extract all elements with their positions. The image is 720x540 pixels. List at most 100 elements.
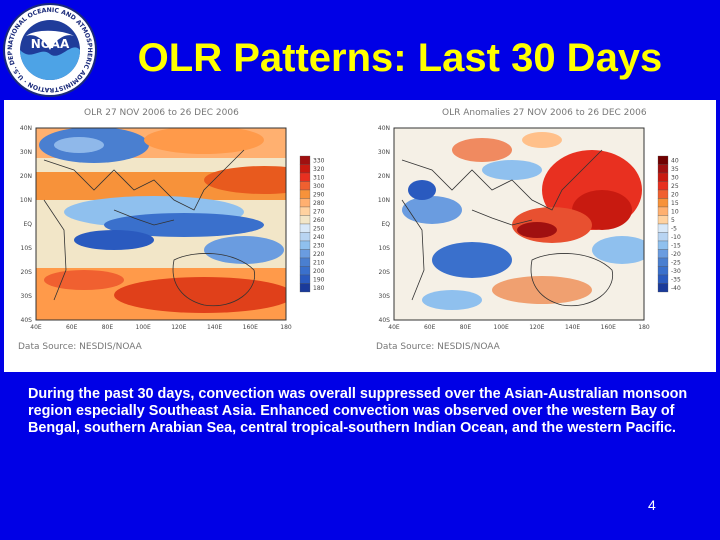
longitude-label: 160E: [601, 324, 616, 331]
colorbar-swatch: [657, 266, 669, 276]
summary-text: During the past 30 days, convection was …: [28, 386, 688, 436]
map-header: OLR Anomalies 27 NOV 2006 to 26 DEC 2006: [442, 108, 647, 118]
colorbar-label: 270: [313, 208, 325, 215]
colorbar-label: 20: [671, 191, 679, 198]
coastline: [43, 149, 256, 307]
slide-title: OLR Patterns: Last 30 Days: [137, 36, 663, 80]
latitude-label: EQ: [23, 221, 32, 228]
noaa-logo: NATIONAL OCEANIC AND ATMOSPHERIC ADMINIS…: [0, 0, 98, 98]
latitude-label: 30S: [379, 293, 391, 300]
latitude-label: 10S: [379, 245, 391, 252]
colorbar-label: 180: [313, 285, 325, 292]
colorbar-label: -40: [671, 285, 681, 292]
colorbar-swatch: [299, 232, 311, 242]
colorbar-label: -5: [671, 225, 677, 232]
colorbar-label: 5: [671, 217, 675, 224]
colorbar-swatch: [299, 274, 311, 284]
colorbar-label: 240: [313, 234, 325, 241]
colorbar-swatch: [657, 240, 669, 250]
longitude-label: 100E: [494, 324, 509, 331]
colorbar-swatch: [657, 206, 669, 216]
latitude-label: 30N: [20, 149, 32, 156]
colorbar-label: 190: [313, 276, 325, 283]
olr-total-map-figure: 40N 30N 20N 10N EQ 10S 20S 30S 40S 40E 60E 80E 100E…: [20, 125, 325, 331]
latitude-label: EQ: [381, 221, 390, 228]
colorbar-label: 260: [313, 217, 325, 224]
colorbar-label: -15: [671, 242, 681, 249]
longitude-label: 80E: [102, 324, 114, 331]
olr-total-map: OLR 27 NOV 2006 to 26 DEC 2006: [4, 100, 356, 372]
latitude-label: 20N: [20, 173, 32, 180]
colorbar-swatch: [657, 283, 669, 293]
olr-total-shading: [36, 128, 286, 320]
longitude-label: 60E: [424, 324, 436, 331]
colorbar-swatch: [299, 240, 311, 250]
colorbar-label: -35: [671, 276, 681, 283]
colorbar-swatch: [299, 266, 311, 276]
olr-anomaly-shading: [402, 132, 644, 310]
colorbar-swatch: [299, 283, 311, 293]
colorbar-swatch: [657, 257, 669, 267]
longitude-label: 40E: [30, 324, 42, 331]
colorbar-swatch: [657, 249, 669, 259]
colorbar-swatch: [657, 223, 669, 233]
latitude-label: 40S: [21, 317, 33, 324]
colorbar-swatch: [299, 257, 311, 267]
latitude-label: 30N: [378, 149, 390, 156]
latitude-label: 20N: [378, 173, 390, 180]
colorbar-swatch: [657, 181, 669, 191]
coastline: [401, 149, 614, 307]
colorbar-label: 320: [313, 166, 325, 173]
colorbar-swatch: [299, 206, 311, 216]
colorbar-swatch: [299, 223, 311, 233]
longitude-label: 140E: [207, 324, 222, 331]
colorbar-swatch: [657, 215, 669, 225]
colorbar-swatch: [657, 172, 669, 182]
colorbar-swatch: [299, 155, 311, 165]
colorbar-swatch: [299, 181, 311, 191]
colorbar-label: 230: [313, 242, 325, 249]
colorbar-swatch: [299, 215, 311, 225]
colorbar-label: 330: [313, 157, 325, 164]
latitude-label: 10S: [21, 245, 33, 252]
longitude-label: 140E: [565, 324, 580, 331]
svg-text:NOAA: NOAA: [31, 37, 70, 51]
colorbar-label: 310: [313, 174, 325, 181]
colorbar-label: -10: [671, 234, 681, 241]
longitude-label: 180: [638, 324, 650, 331]
colorbar-label: 25: [671, 183, 679, 190]
longitude-label: 120E: [529, 324, 544, 331]
colorbar-swatch: [657, 155, 669, 165]
data-source-label: Data Source: NESDIS/NOAA: [376, 342, 500, 352]
longitude-label: 40E: [388, 324, 400, 331]
colorbar-label: -25: [671, 259, 681, 266]
colorbar-label: 210: [313, 259, 325, 266]
colorbar-swatch: [657, 189, 669, 199]
latitude-label: 10N: [378, 197, 390, 204]
colorbar-label: 250: [313, 225, 325, 232]
colorbar-label: 30: [671, 174, 679, 181]
colorbar-label: -30: [671, 268, 681, 275]
olr-anomaly-map-figure: 40N 30N 20N 10N EQ 10S 20S 30S 40S 40E 60E 80E 100E…: [378, 125, 681, 331]
longitude-label: 160E: [243, 324, 258, 331]
latitude-label: 40N: [20, 125, 32, 132]
colorbar-swatch: [299, 189, 311, 199]
colorbar-label: 280: [313, 200, 325, 207]
colorbar-label: 300: [313, 183, 325, 190]
colorbar-swatch: [657, 164, 669, 174]
longitude-label: 60E: [66, 324, 78, 331]
olr-anomaly-map: OLR Anomalies 27 NOV 2006 to 26 DEC 2006: [362, 100, 714, 372]
colorbar-swatch: [299, 164, 311, 174]
colorbar-swatch: [299, 172, 311, 182]
colorbar-label: 200: [313, 268, 325, 275]
colorbar-swatch: [657, 274, 669, 284]
latitude-label: 40S: [379, 317, 391, 324]
longitude-label: 180: [280, 324, 292, 331]
longitude-label: 80E: [460, 324, 472, 331]
latitude-label: 30S: [21, 293, 33, 300]
maps-panel: OLR 27 NOV 2006 to 26 DEC 2006: [4, 100, 716, 372]
page-number: 4: [648, 497, 656, 513]
colorbar-label: 220: [313, 251, 325, 258]
colorbar-label: 10: [671, 208, 679, 215]
latitude-label: 20S: [21, 269, 33, 276]
